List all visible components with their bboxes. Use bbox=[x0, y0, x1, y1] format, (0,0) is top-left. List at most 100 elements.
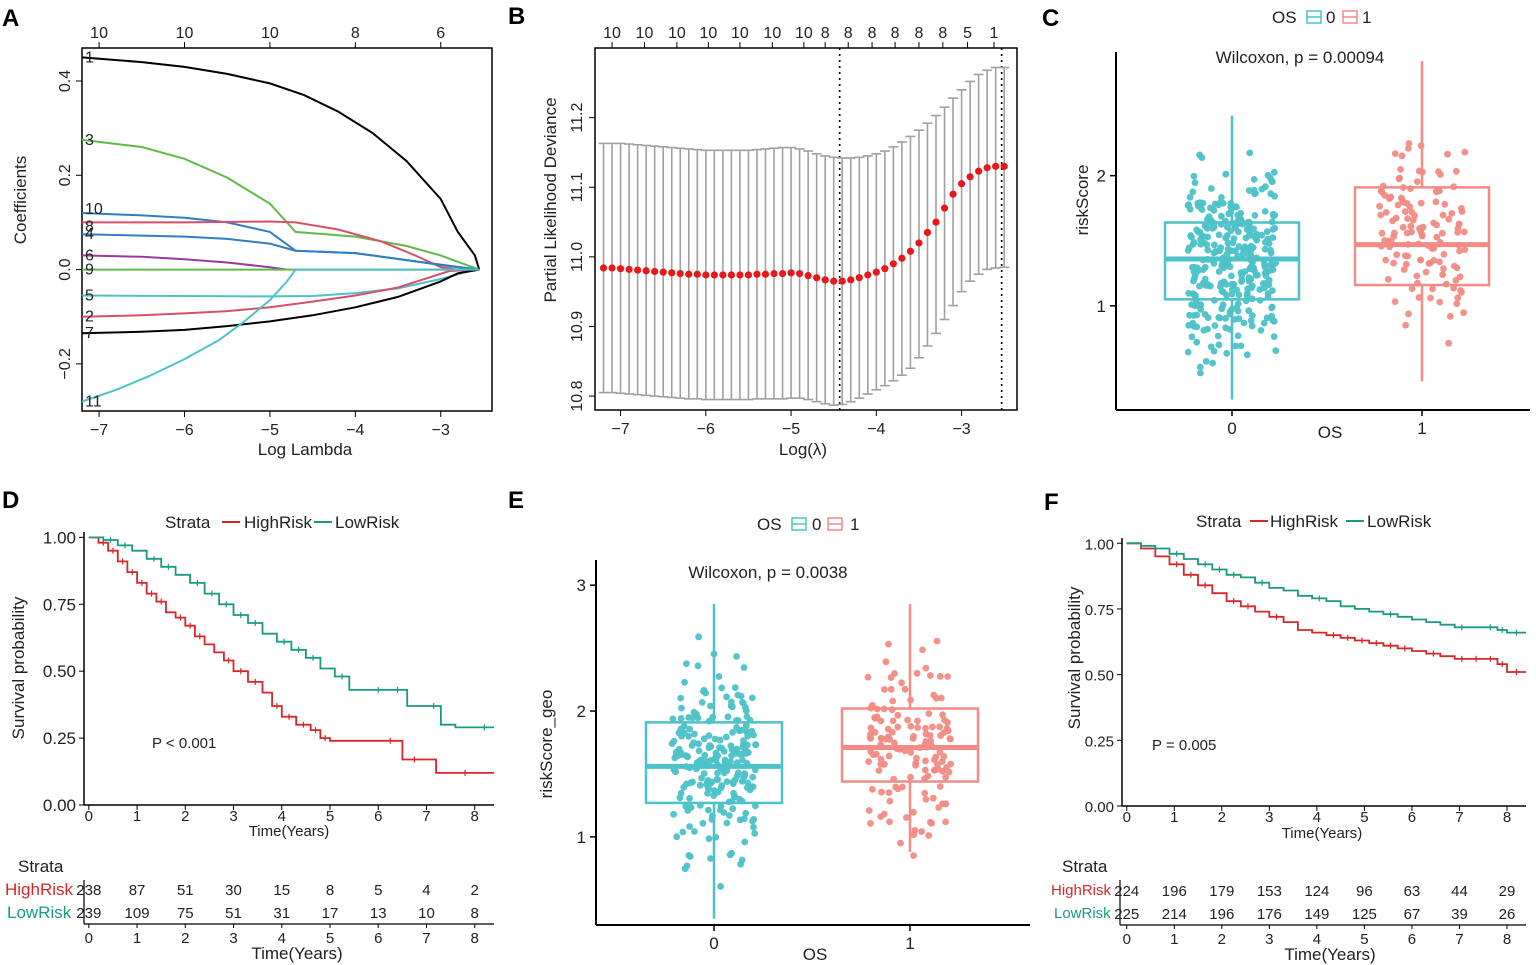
panel-e-point-group-1 bbox=[889, 697, 897, 705]
panel-letter-b: B bbox=[508, 3, 525, 30]
panel-d-table-tick-label: 0 bbox=[85, 930, 93, 947]
panel-c-point-group-0 bbox=[1245, 278, 1253, 285]
panel-c-point-group-0 bbox=[1196, 282, 1203, 290]
panel-b-point bbox=[966, 173, 974, 181]
panel-c-point-group-0 bbox=[1215, 231, 1223, 239]
panel-e-point-group-0 bbox=[683, 660, 690, 668]
panel-c-point-group-0 bbox=[1186, 244, 1193, 252]
panel-b-ytick-label: 10.9 bbox=[569, 311, 586, 342]
panel-c-point-group-0 bbox=[1261, 208, 1269, 215]
panel-c-point-group-0 bbox=[1215, 341, 1223, 349]
panel-f-table-tick-label: 1 bbox=[1170, 931, 1178, 948]
panel-c-point-group-0 bbox=[1186, 193, 1194, 201]
panel-f-xtick-label: 1 bbox=[1170, 809, 1178, 826]
panel-c-point-group-1 bbox=[1429, 285, 1436, 293]
panel-c-point-group-0 bbox=[1272, 347, 1280, 355]
panel-c-point-group-1 bbox=[1444, 150, 1451, 158]
panel-d-ytick-label: 0.25 bbox=[43, 729, 76, 748]
panel-e-point-group-0 bbox=[720, 748, 728, 755]
panel-b-point bbox=[813, 274, 821, 282]
panel-c-point-group-1 bbox=[1382, 256, 1390, 264]
panel-c-point-group-1 bbox=[1407, 222, 1415, 230]
panel-d-table-cell: 30 bbox=[225, 882, 242, 899]
panel-e-point-group-0 bbox=[701, 751, 709, 759]
panel-c-point-group-1 bbox=[1435, 168, 1442, 176]
panel-c-point-group-1 bbox=[1408, 209, 1416, 216]
panel-b-toptick-label: 10 bbox=[731, 25, 749, 42]
panel-f-table-cell: 96 bbox=[1356, 883, 1373, 900]
panel-c-point-group-0 bbox=[1191, 179, 1199, 187]
panel-c-point-group-0 bbox=[1243, 289, 1251, 297]
panel-e-point-group-0 bbox=[741, 770, 749, 778]
panel-c-point-group-0 bbox=[1223, 349, 1231, 357]
panel-c-point-group-1 bbox=[1452, 167, 1460, 175]
panel-e-y-axis: 1 2 3 bbox=[577, 576, 596, 847]
panel-e-point-group-0 bbox=[716, 736, 724, 744]
panel-e-point-group-0 bbox=[725, 812, 733, 819]
panel-c-point-group-0 bbox=[1264, 171, 1272, 179]
panel-d-xtick-label: 6 bbox=[374, 808, 382, 825]
panel-c-point-group-1 bbox=[1448, 210, 1456, 217]
panel-d-table-tick-label: 7 bbox=[422, 930, 430, 947]
panel-c-point-group-0 bbox=[1207, 343, 1215, 351]
panel-e-point-group-0 bbox=[684, 807, 692, 814]
panel-e-point-group-1 bbox=[907, 773, 914, 781]
panel-e-point-group-1 bbox=[927, 818, 934, 826]
panel-e-ytick-label: 1 bbox=[577, 828, 586, 847]
panel-c-point-group-0 bbox=[1235, 315, 1243, 323]
panel-f-table-tick-label: 2 bbox=[1218, 931, 1226, 948]
panel-c-point-group-0 bbox=[1203, 241, 1211, 249]
panel-c-point-group-0 bbox=[1198, 206, 1206, 214]
panel-b-point bbox=[975, 167, 983, 175]
panel-e-point-group-0 bbox=[717, 882, 724, 890]
panel-d-km-curve: Strata HighRisk LowRisk 0.00 0.25 0.50 0.75… bbox=[5, 513, 494, 963]
panel-b-toptick-label: 5 bbox=[963, 25, 972, 42]
panel-e-point-group-0 bbox=[730, 789, 737, 797]
panel-a-path-label-10: 10 bbox=[85, 201, 103, 218]
panel-e-point-group-1 bbox=[865, 807, 873, 814]
panel-e-point-group-1 bbox=[922, 664, 930, 672]
panel-b-point bbox=[906, 247, 915, 255]
panel-b-point bbox=[855, 274, 863, 282]
panel-c-point-group-0 bbox=[1271, 192, 1278, 200]
panel-e-box-1 bbox=[840, 707, 980, 783]
panel-f-ytick-label: 0.75 bbox=[1085, 602, 1114, 619]
panel-c-point-group-1 bbox=[1391, 150, 1399, 158]
panel-c-point-group-1 bbox=[1405, 310, 1412, 318]
panel-c-point-group-1 bbox=[1391, 229, 1398, 237]
panel-c-point-group-0 bbox=[1188, 333, 1196, 341]
panel-c-points bbox=[1184, 140, 1469, 377]
panel-c-point-group-0 bbox=[1223, 291, 1230, 299]
panel-e-ytick-label: 3 bbox=[577, 576, 586, 595]
panel-e-point-group-0 bbox=[670, 737, 678, 745]
panel-f-table-cell: 214 bbox=[1162, 906, 1187, 923]
panel-e-point-group-0 bbox=[675, 729, 683, 737]
panel-e-point-group-0 bbox=[738, 856, 746, 864]
panel-e-point-group-0 bbox=[712, 749, 720, 757]
panel-e-point-group-0 bbox=[712, 756, 720, 764]
panel-d-table-row-high: HighRisk bbox=[5, 880, 74, 899]
panel-e-point-group-1 bbox=[936, 748, 944, 756]
panel-c-point-group-0 bbox=[1190, 264, 1198, 271]
panel-e-point-group-1 bbox=[919, 646, 926, 654]
panel-c-point-group-1 bbox=[1408, 285, 1416, 292]
panel-b-point bbox=[608, 264, 616, 272]
panel-a-xtick-label: −6 bbox=[175, 422, 193, 439]
panel-b-toptick-label: 8 bbox=[891, 25, 900, 42]
panel-e-point-group-0 bbox=[699, 819, 707, 827]
panel-b-toptick-label: 10 bbox=[699, 25, 717, 42]
panel-c-point-group-1 bbox=[1385, 195, 1393, 203]
panel-c-point-group-1 bbox=[1453, 300, 1461, 308]
panel-e-point-group-1 bbox=[936, 783, 944, 790]
panel-f-table-cell: 176 bbox=[1257, 906, 1282, 923]
panel-a-path-3 bbox=[81, 138, 480, 271]
panel-c-point-group-0 bbox=[1185, 321, 1193, 329]
panel-d-xtick-label: 7 bbox=[422, 808, 430, 825]
panel-e-point-group-0 bbox=[728, 849, 735, 857]
panel-e-point-group-0 bbox=[742, 809, 750, 817]
panel-c-point-group-1 bbox=[1404, 215, 1411, 223]
panel-e-point-group-0 bbox=[723, 767, 731, 775]
panel-d-y-axis: 0.00 0.25 0.50 0.75 1.00 bbox=[43, 528, 84, 815]
panel-e-point-group-1 bbox=[946, 735, 954, 743]
